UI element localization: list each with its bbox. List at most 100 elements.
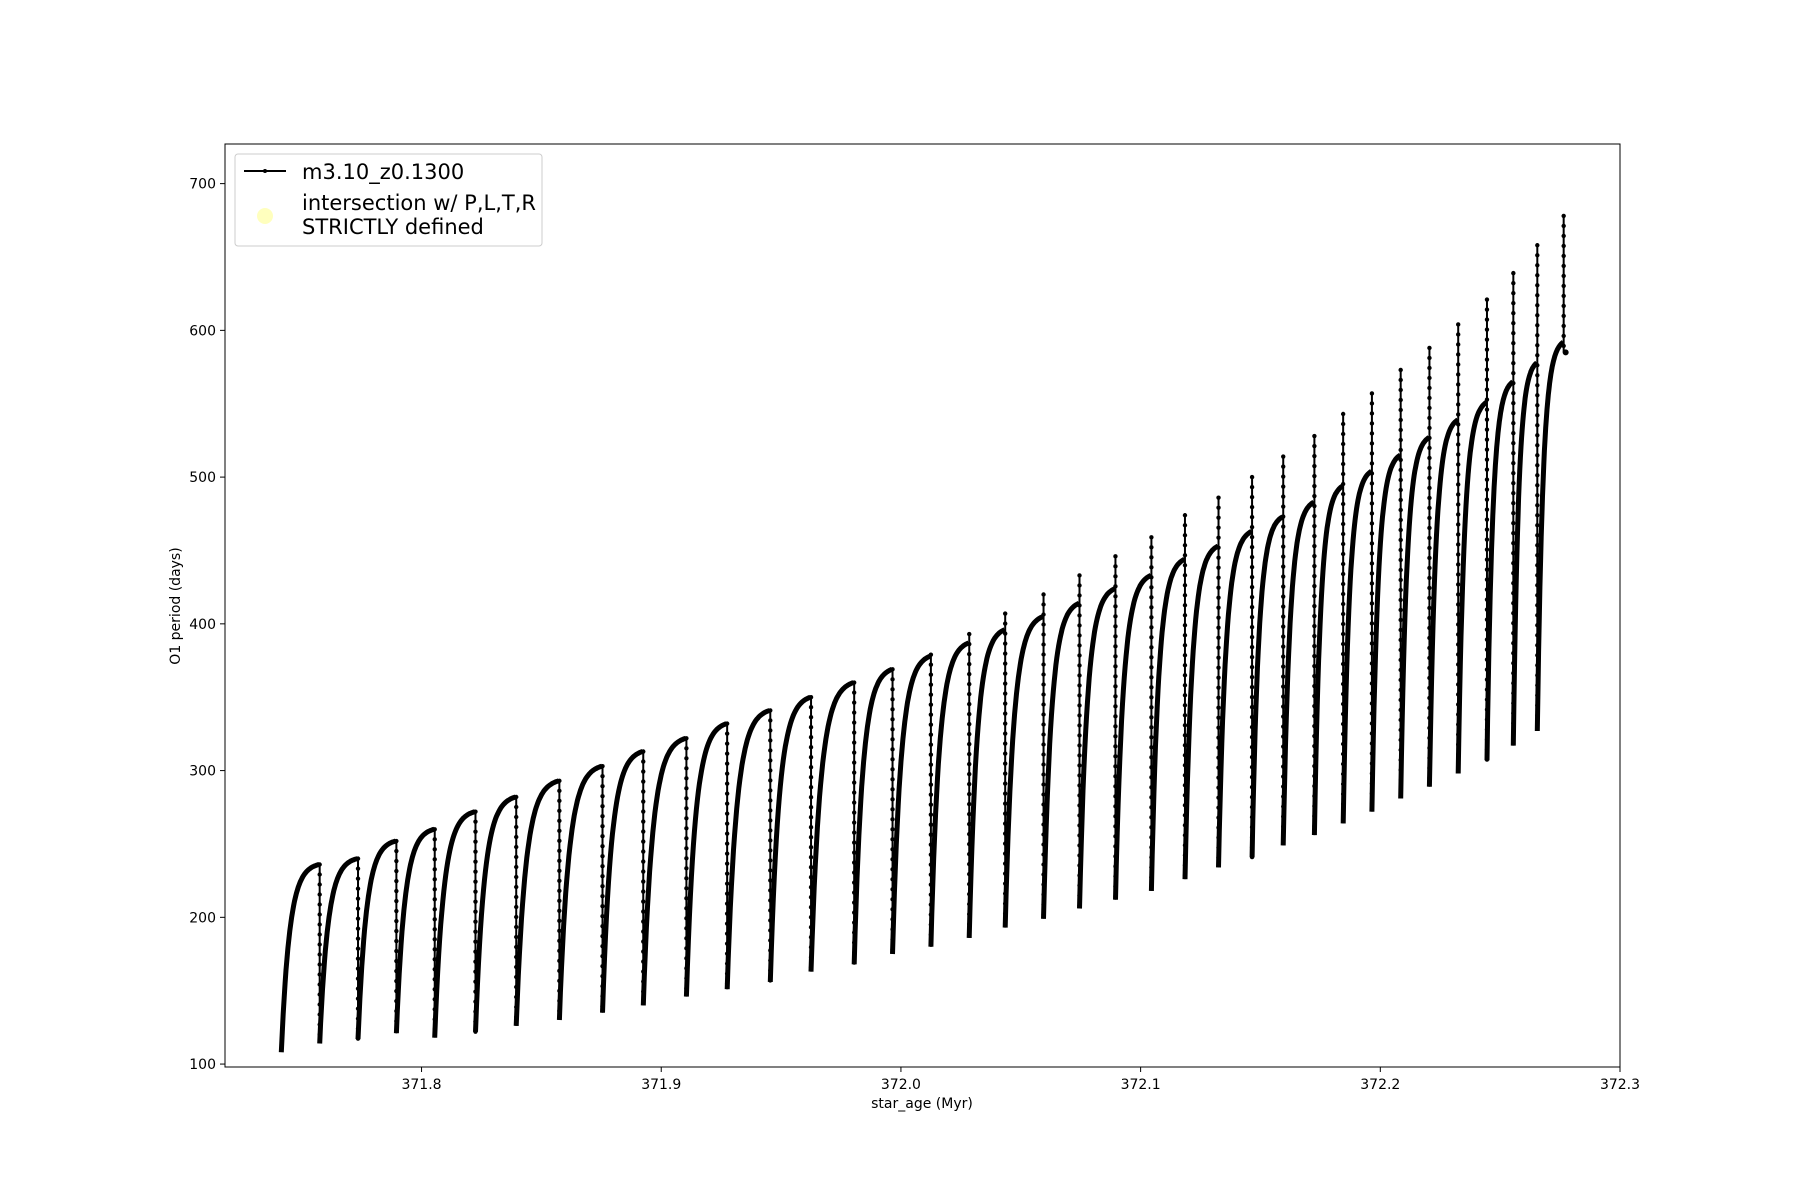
series-marker [1077,753,1082,758]
series-marker [1535,243,1540,248]
series-marker [1182,513,1188,518]
series-marker [1182,683,1188,688]
series-marker [473,839,478,844]
series-marker [890,747,895,752]
series-marker [1484,377,1490,382]
series-marker [1484,387,1490,392]
series-marker [600,893,605,899]
series-marker [1511,370,1516,376]
series-marker [1535,473,1540,478]
legend-entry-scatter-line-2: STRICTLY defined [302,215,484,239]
series-marker [1249,484,1255,490]
series-cycle-rise-4 [432,809,477,1038]
series-marker [514,814,519,820]
series-marker [967,751,972,757]
series-marker [1182,553,1188,558]
series-marker [1369,511,1375,516]
series-marker [768,758,773,763]
series-marker [1249,564,1255,570]
series-marker [890,677,895,682]
series-marker [1041,632,1046,637]
series-marker [1312,633,1317,639]
series-cycle-rise-30 [1398,435,1431,799]
series-marker [1149,645,1154,650]
series-cycle-rise-34 [1510,360,1539,746]
series-marker [473,829,478,834]
series-marker [808,805,814,810]
series-marker [684,746,689,751]
series-marker [724,861,730,866]
series-marker [1113,774,1118,779]
series-marker [1535,413,1540,418]
series-marker [355,906,361,911]
series-marker [1281,474,1286,479]
series-marker [808,735,814,740]
series-marker [1456,472,1461,477]
series-marker [768,738,773,743]
series-cycle-rise-13 [808,680,855,972]
series-marker [1182,543,1188,548]
series-marker [1398,457,1403,463]
series-marker [1182,673,1188,678]
series-marker [317,962,322,967]
series-marker [600,763,605,769]
series-cycle-rise-8 [600,749,645,1013]
series-marker [1561,253,1566,259]
series-marker [1398,527,1403,533]
series-marker [432,867,437,872]
series-marker [808,835,814,840]
series-marker [1077,703,1082,708]
series-marker [1216,495,1221,500]
series-marker [1369,601,1375,606]
series-marker [890,717,895,722]
series-marker [641,909,646,914]
series-marker [928,722,934,727]
series-marker [1535,373,1540,378]
series-marker [1149,735,1154,740]
series-marker [1113,574,1118,579]
series-marker [1281,564,1286,569]
series-marker [1369,401,1375,406]
series-marker [851,850,857,855]
series-cycle-rise-28 [1340,469,1374,824]
series-marker [1535,263,1540,268]
series-marker [1149,605,1154,610]
series-marker [1535,493,1540,498]
series-marker [1312,433,1317,439]
series-marker [808,865,814,870]
series-marker [1535,383,1540,388]
series-marker [1484,477,1490,482]
series-marker [1456,332,1461,337]
series-marker [1077,623,1082,628]
series-marker [1398,557,1403,563]
series-marker [600,793,605,799]
series-cycle-rise-31 [1426,417,1460,787]
series-marker [1281,654,1286,659]
series-marker [724,821,730,826]
series-marker [317,932,322,937]
series-marker [473,859,478,864]
series-marker [1398,577,1403,583]
series-marker [724,731,730,736]
series-marker [1312,513,1317,519]
series-marker [355,856,361,861]
series-marker [1113,684,1118,689]
series-marker [1149,725,1154,730]
series-marker [1281,594,1286,599]
series-marker [1077,593,1082,598]
series-marker [394,858,399,864]
series-marker [768,848,773,853]
series-marker [1113,584,1118,589]
series-marker [1369,411,1375,416]
legend-frame [234,153,543,247]
series-marker [1281,494,1286,499]
series-cycle-rise-18 [1002,614,1045,928]
series-marker [1427,455,1432,461]
series-marker [355,926,361,931]
series-marker [317,922,322,927]
series-marker [1561,333,1566,339]
series-marker [1249,524,1255,530]
series-marker [355,866,361,871]
series-marker [1281,484,1286,489]
